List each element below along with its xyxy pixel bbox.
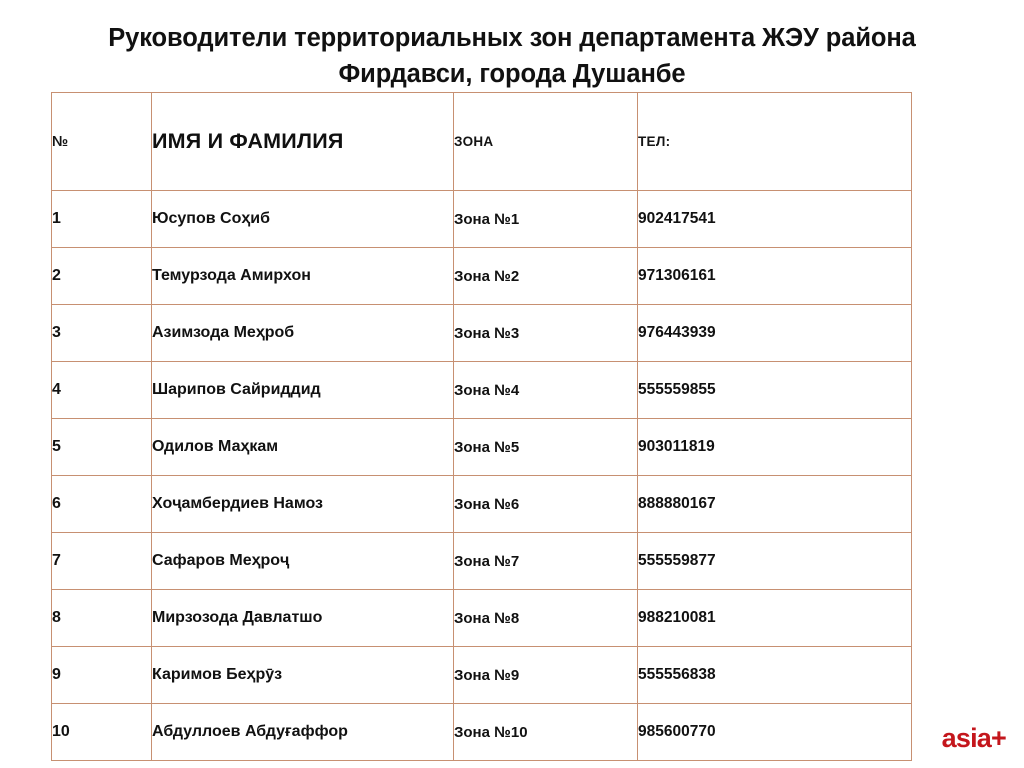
cell-name: Сафаров Меҳроҷ (151, 532, 454, 590)
cell-phone: 988210081 (637, 589, 912, 647)
cell-zone: Зона №3 (453, 304, 638, 362)
cell-number: 7 (51, 532, 152, 590)
table-header: № ИМЯ И ФАМИЛИЯ ЗОНА ТЕЛ: (51, 92, 912, 191)
page-title-line-2: Фирдавси, города Душанбе (338, 60, 686, 88)
table-body: 1 Юсупов Соҳиб Зона №1 902417541 2 Темур… (51, 190, 912, 761)
cell-zone: Зона №2 (453, 247, 638, 305)
table-row: 4 Шарипов Сайриддид Зона №4 555559855 (51, 361, 912, 419)
cell-phone: 555559855 (637, 361, 912, 419)
cell-phone: 976443939 (637, 304, 912, 362)
cell-name: Шарипов Сайриддид (151, 361, 454, 419)
column-header-number: № (51, 92, 152, 191)
table-header-row: № ИМЯ И ФАМИЛИЯ ЗОНА ТЕЛ: (51, 92, 912, 191)
cell-name: Одилов Маҳкам (151, 418, 454, 476)
table-row: 7 Сафаров Меҳроҷ Зона №7 555559877 (51, 532, 912, 590)
cell-number: 10 (51, 703, 152, 761)
cell-number: 9 (51, 646, 152, 704)
cell-number: 5 (51, 418, 152, 476)
table-row: 3 Азимзода Меҳроб Зона №3 976443939 (51, 304, 912, 362)
table-row: 1 Юсупов Соҳиб Зона №1 902417541 (51, 190, 912, 248)
table-row: 2 Темурзода Амирхон Зона №2 971306161 (51, 247, 912, 305)
cell-name: Азимзода Меҳроб (151, 304, 454, 362)
cell-phone: 902417541 (637, 190, 912, 248)
cell-phone: 971306161 (637, 247, 912, 305)
cell-phone: 555556838 (637, 646, 912, 704)
cell-name: Юсупов Соҳиб (151, 190, 454, 248)
page-title: Руководители территориальных зон департа… (28, 20, 996, 92)
column-header-phone: ТЕЛ: (637, 92, 912, 191)
cell-number: 1 (51, 190, 152, 248)
cell-number: 6 (51, 475, 152, 533)
cell-name: Каримов Беҳрӯз (151, 646, 454, 704)
cell-zone: Зона №6 (453, 475, 638, 533)
cell-phone: 555559877 (637, 532, 912, 590)
asia-plus-logo: asia+ (941, 723, 1007, 753)
table-row: 8 Мирзозода Давлатшо Зона №8 988210081 (51, 589, 912, 647)
roster-table: № ИМЯ И ФАМИЛИЯ ЗОНА ТЕЛ: 1 Юсупов Соҳиб… (51, 92, 912, 761)
cell-name: Темурзода Амирхон (151, 247, 454, 305)
cell-number: 4 (51, 361, 152, 419)
table-row: 5 Одилов Маҳкам Зона №5 903011819 (51, 418, 912, 476)
table-row: 9 Каримов Беҳрӯз Зона №9 555556838 (51, 646, 912, 704)
page-title-line-1: Руководители территориальных зон департа… (108, 24, 916, 52)
cell-zone: Зона №8 (453, 589, 638, 647)
cell-number: 2 (51, 247, 152, 305)
cell-name: Хоҷамбердиев Намоз (151, 475, 454, 533)
cell-name: Мирзозода Давлатшо (151, 589, 454, 647)
cell-zone: Зона №9 (453, 646, 638, 704)
cell-number: 3 (51, 304, 152, 362)
cell-zone: Зона №4 (453, 361, 638, 419)
table-row: 6 Хоҷамбердиев Намоз Зона №6 888880167 (51, 475, 912, 533)
cell-zone: Зона №7 (453, 532, 638, 590)
column-header-zone: ЗОНА (453, 92, 638, 191)
cell-phone: 888880167 (637, 475, 912, 533)
cell-zone: Зона №1 (453, 190, 638, 248)
cell-zone: Зона №5 (453, 418, 638, 476)
cell-number: 8 (51, 589, 152, 647)
column-header-name: ИМЯ И ФАМИЛИЯ (151, 92, 454, 191)
cell-zone: Зона №10 (453, 703, 638, 761)
roster-table-container: № ИМЯ И ФАМИЛИЯ ЗОНА ТЕЛ: 1 Юсупов Соҳиб… (51, 92, 912, 761)
cell-phone: 985600770 (637, 703, 912, 761)
cell-name: Абдуллоев Абдуғаффор (151, 703, 454, 761)
table-row: 10 Абдуллоев Абдуғаффор Зона №10 9856007… (51, 703, 912, 761)
cell-phone: 903011819 (637, 418, 912, 476)
